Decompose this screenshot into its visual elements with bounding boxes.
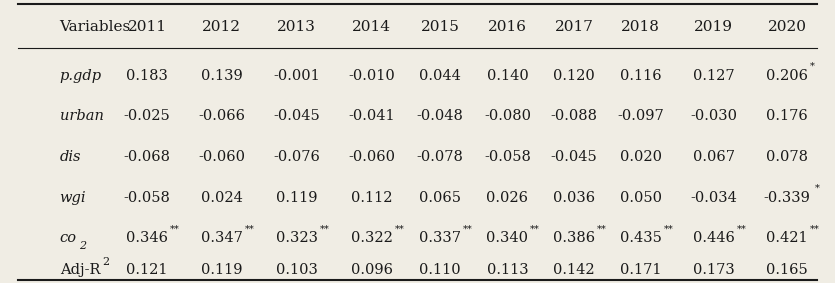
Text: 2: 2: [78, 241, 86, 251]
Text: -0.080: -0.080: [483, 109, 531, 123]
Text: *: *: [810, 62, 815, 71]
Text: 2013: 2013: [277, 20, 316, 34]
Text: **: **: [463, 225, 473, 234]
Text: -0.076: -0.076: [273, 150, 321, 164]
Text: 0.050: 0.050: [620, 190, 661, 205]
Text: 0.171: 0.171: [620, 263, 661, 277]
Text: 0.121: 0.121: [126, 263, 168, 277]
Text: 2012: 2012: [202, 20, 241, 34]
Text: 0.421: 0.421: [767, 231, 807, 245]
Text: dis: dis: [59, 150, 81, 164]
Text: -0.068: -0.068: [124, 150, 170, 164]
Text: 0.165: 0.165: [767, 263, 808, 277]
Text: 0.078: 0.078: [766, 150, 808, 164]
Text: **: **: [597, 225, 606, 234]
Text: 2: 2: [102, 257, 109, 267]
Text: 2015: 2015: [421, 20, 459, 34]
Text: 0.206: 0.206: [766, 69, 808, 83]
Text: -0.078: -0.078: [417, 150, 463, 164]
Text: **: **: [320, 225, 330, 234]
Text: wgi: wgi: [59, 190, 86, 205]
Text: 0.026: 0.026: [486, 190, 529, 205]
Text: -0.045: -0.045: [550, 150, 597, 164]
Text: 0.139: 0.139: [201, 69, 243, 83]
Text: -0.097: -0.097: [617, 109, 664, 123]
Text: -0.001: -0.001: [273, 69, 320, 83]
Text: -0.010: -0.010: [348, 69, 395, 83]
Text: 0.119: 0.119: [276, 190, 317, 205]
Text: 2016: 2016: [488, 20, 527, 34]
Text: 0.024: 0.024: [201, 190, 243, 205]
Text: 0.337: 0.337: [419, 231, 461, 245]
Text: *: *: [814, 184, 819, 193]
Text: **: **: [530, 225, 540, 234]
Text: 2020: 2020: [767, 20, 807, 34]
Text: 0.347: 0.347: [201, 231, 243, 245]
Text: -0.088: -0.088: [550, 109, 598, 123]
Text: -0.058: -0.058: [124, 190, 170, 205]
Text: 2017: 2017: [554, 20, 594, 34]
Text: 0.127: 0.127: [693, 69, 735, 83]
Text: 0.067: 0.067: [693, 150, 735, 164]
Text: -0.339: -0.339: [763, 190, 811, 205]
Text: 0.140: 0.140: [487, 69, 529, 83]
Text: **: **: [395, 225, 404, 234]
Text: 0.346: 0.346: [126, 231, 168, 245]
Text: 0.020: 0.020: [620, 150, 661, 164]
Text: 2011: 2011: [128, 20, 166, 34]
Text: 0.096: 0.096: [351, 263, 392, 277]
Text: 0.340: 0.340: [486, 231, 529, 245]
Text: -0.041: -0.041: [348, 109, 395, 123]
Text: **: **: [736, 225, 746, 234]
Text: 2014: 2014: [352, 20, 392, 34]
Text: 0.065: 0.065: [419, 190, 461, 205]
Text: -0.025: -0.025: [124, 109, 170, 123]
Text: -0.034: -0.034: [691, 190, 737, 205]
Text: urban: urban: [59, 109, 104, 123]
Text: Adj-R: Adj-R: [59, 263, 100, 277]
Text: 0.386: 0.386: [553, 231, 595, 245]
Text: 2018: 2018: [621, 20, 660, 34]
Text: 0.103: 0.103: [276, 263, 318, 277]
Text: -0.030: -0.030: [691, 109, 737, 123]
Text: 2019: 2019: [694, 20, 733, 34]
Text: 0.119: 0.119: [201, 263, 243, 277]
Text: 0.112: 0.112: [351, 190, 392, 205]
Text: 0.323: 0.323: [276, 231, 318, 245]
Text: -0.045: -0.045: [273, 109, 320, 123]
Text: -0.060: -0.060: [199, 150, 245, 164]
Text: 0.183: 0.183: [126, 69, 168, 83]
Text: 0.116: 0.116: [620, 69, 661, 83]
Text: -0.058: -0.058: [484, 150, 531, 164]
Text: 0.110: 0.110: [419, 263, 461, 277]
Text: 0.322: 0.322: [351, 231, 392, 245]
Text: co: co: [59, 231, 77, 245]
Text: -0.066: -0.066: [199, 109, 245, 123]
Text: 0.176: 0.176: [767, 109, 808, 123]
Text: 0.435: 0.435: [620, 231, 661, 245]
Text: **: **: [810, 225, 820, 234]
Text: **: **: [170, 225, 180, 234]
Text: 0.036: 0.036: [553, 190, 595, 205]
Text: **: **: [664, 225, 673, 234]
Text: 0.173: 0.173: [693, 263, 735, 277]
Text: -0.060: -0.060: [348, 150, 395, 164]
Text: 0.446: 0.446: [693, 231, 735, 245]
Text: 0.142: 0.142: [553, 263, 595, 277]
Text: -0.048: -0.048: [417, 109, 463, 123]
Text: p.gdp: p.gdp: [59, 69, 102, 83]
Text: 0.044: 0.044: [419, 69, 461, 83]
Text: 0.120: 0.120: [553, 69, 595, 83]
Text: 0.113: 0.113: [487, 263, 529, 277]
Text: Variables: Variables: [59, 20, 131, 34]
Text: **: **: [245, 225, 255, 234]
